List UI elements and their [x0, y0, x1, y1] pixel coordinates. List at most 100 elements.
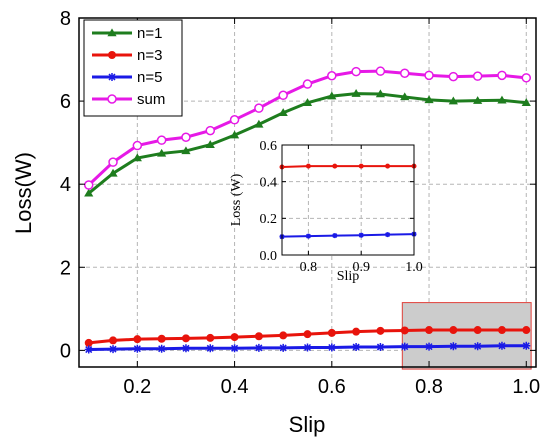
main-y-tick-label: 4: [60, 174, 71, 196]
main-point-n-5: [327, 343, 336, 352]
main-point-sum: [399, 68, 410, 79]
main-point-n-3: [279, 331, 288, 340]
main-point-n-1: [497, 95, 507, 104]
legend-entry-sum: sum: [92, 91, 165, 108]
main-point-n-1: [424, 95, 434, 104]
inset-x-tick-label: 0.9: [352, 260, 370, 275]
main-point-n-3: [497, 326, 506, 335]
main-point-n-5: [181, 344, 190, 353]
main-point-sum: [229, 115, 240, 125]
main-point-n-3: [352, 327, 361, 336]
main-point-n-1: [84, 188, 94, 197]
main-point-n-3: [206, 333, 215, 342]
main-point-n-3: [303, 330, 312, 339]
inset-y-tick-label: 0.2: [260, 212, 278, 227]
main-point-sum: [254, 103, 264, 113]
main-point-n-5: [376, 343, 385, 352]
main-x-axis-label: Slip: [289, 412, 326, 437]
inset-y-tick-label: 0.0: [260, 249, 278, 264]
main-y-tick-label: 2: [60, 257, 71, 279]
main-point-n-5: [133, 344, 142, 353]
main-plot-frame: [78, 17, 537, 368]
inset-point-n-5: [358, 232, 364, 238]
inset-plot-frame: [281, 144, 415, 256]
main-point-n-3: [376, 326, 385, 335]
inset-point-n-5: [385, 232, 391, 238]
main-point-sum: [83, 180, 94, 190]
main-point-n-1: [302, 98, 313, 106]
legend-label-n-5: n=5: [137, 69, 162, 86]
main-x-tick-label: 0.8: [415, 376, 443, 398]
legend-entry-n-1: n=1: [92, 25, 162, 42]
legend-label-n-3: n=3: [137, 47, 162, 64]
main-point-n-3: [133, 335, 142, 344]
legend-entry-n-5: n=5: [92, 69, 162, 86]
main-point-n-5: [352, 343, 361, 352]
main-y-tick-label: 8: [60, 8, 71, 30]
inset-point-n-5: [305, 233, 311, 239]
main-point-sum: [497, 70, 507, 81]
inset-y-tick-label: 0.6: [260, 139, 278, 154]
inset-point-n-3: [385, 163, 391, 169]
main-point-n-1: [108, 168, 118, 177]
main-series: [83, 66, 532, 354]
main-point-sum: [424, 70, 434, 81]
main-point-n-1: [181, 146, 191, 155]
main-point-sum: [156, 135, 167, 145]
main-point-sum: [132, 140, 143, 151]
main-point-n-5: [473, 342, 482, 351]
main-point-n-3: [157, 334, 166, 343]
main-point-sum: [472, 71, 483, 81]
main-point-sum: [181, 132, 191, 142]
inset-point-n-3: [305, 163, 311, 169]
main-point-n-5: [206, 344, 215, 353]
legend-label-sum: sum: [137, 91, 165, 108]
legend-marker-n-5: [108, 73, 116, 81]
main-point-n-1: [448, 96, 458, 105]
main-point-n-5: [157, 344, 166, 353]
inset-y-axis-label: Loss (W): [229, 173, 244, 226]
main-series-n-1: [84, 89, 531, 197]
main-point-n-3: [400, 326, 409, 335]
inset-x-axis-label: Slip: [337, 269, 360, 284]
main-series-sum: [83, 66, 532, 190]
main-point-sum: [375, 66, 386, 76]
main-point-sum: [448, 71, 459, 82]
main-point-n-1: [473, 96, 483, 104]
main-point-n-5: [84, 345, 93, 354]
legend-box: [83, 19, 183, 117]
main-point-n-3: [254, 332, 263, 341]
inset-x-tick-label: 0.8: [300, 260, 318, 275]
legend-label-n-1: n=1: [137, 25, 162, 42]
main-point-n-5: [425, 342, 434, 351]
main-plot: 0.2 0.4 0.6 0.8 1.0 0 2 4 6 8 Slip Loss(W): [11, 8, 540, 437]
main-point-n-3: [425, 326, 434, 335]
main-point-sum: [108, 157, 118, 167]
main-point-n-3: [181, 334, 190, 343]
legend-marker-n-1: [107, 28, 117, 37]
main-point-n-5: [449, 342, 458, 351]
inset-line-n-5: [281, 233, 415, 238]
main-point-n-5: [497, 341, 506, 350]
main-point-n-1: [351, 89, 361, 97]
legend-entry-n-3: n=3: [92, 47, 162, 64]
main-series-n-5: [84, 341, 531, 354]
main-point-n-5: [230, 344, 239, 353]
main-point-sum: [327, 71, 337, 81]
highlight-region: [401, 302, 532, 370]
main-point-n-1: [327, 91, 337, 100]
main-point-n-1: [375, 89, 386, 98]
main-point-n-1: [400, 92, 410, 101]
inset-y-tick-label: 0.4: [260, 176, 278, 191]
main-point-n-1: [132, 153, 142, 162]
main-point-sum: [205, 125, 216, 136]
inset-plot: 0.8 0.9 1.0 0.0 0.2 0.4 0.6 Slip Loss (W): [229, 139, 423, 284]
main-point-n-1: [254, 119, 264, 128]
main-y-axis-label: Loss(W): [11, 152, 36, 234]
main-point-n-1: [229, 130, 240, 139]
inset-point-n-3: [332, 163, 338, 169]
main-point-n-3: [522, 326, 531, 335]
main-point-sum: [351, 66, 361, 77]
main-series-n-3: [84, 326, 531, 347]
inset-line-n-3: [281, 165, 414, 168]
